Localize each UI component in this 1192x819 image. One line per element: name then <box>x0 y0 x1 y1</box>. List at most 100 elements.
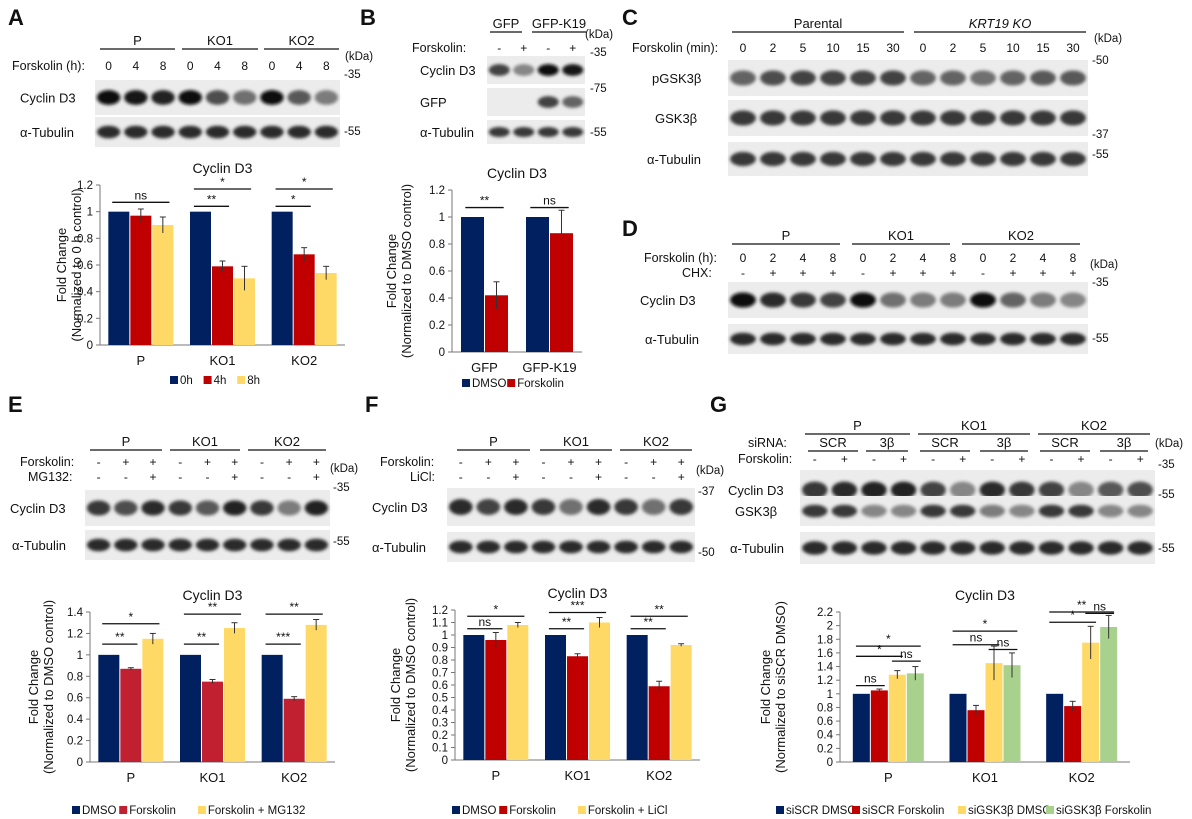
lane-label: 8 <box>160 59 167 73</box>
blot-alpha-tubulin: α-Tubulin <box>645 324 1088 354</box>
lane-label: - <box>741 266 745 280</box>
y-tick-label: 1 <box>87 207 93 219</box>
lane-label: 2 <box>770 251 777 265</box>
lane-label: - <box>1109 452 1113 466</box>
blot-band <box>970 151 996 167</box>
legend-label: 8h <box>247 375 260 387</box>
blot-band <box>531 499 556 515</box>
blot-band <box>96 125 121 139</box>
bar <box>507 625 529 760</box>
lane-label: + <box>1069 266 1076 280</box>
blot-band <box>1068 541 1094 555</box>
blot-band <box>1068 504 1094 518</box>
y-tick-label: 1 <box>827 689 833 701</box>
bar <box>670 645 692 760</box>
blot-band <box>1030 151 1056 167</box>
marker-kda: -75 <box>590 83 607 95</box>
blot-cyclin-d3: Cyclin D3 <box>10 490 330 526</box>
marker-kda: -55 <box>1092 149 1109 161</box>
y-tick-label: 1.2 <box>817 675 833 687</box>
x-tick-label: P <box>491 768 500 783</box>
blot-label: GSK3β <box>735 504 777 519</box>
lane-label: + <box>204 455 211 469</box>
blot-band <box>513 126 535 138</box>
y-tick-label: 1.2 <box>432 605 448 617</box>
y-tick-label: 1 <box>442 630 448 642</box>
bar <box>212 266 233 345</box>
lane-label: + <box>650 455 657 469</box>
blot-band <box>151 90 175 105</box>
blot-alpha-tubulin: α-Tubulin <box>730 532 1155 564</box>
blot-band <box>949 481 976 499</box>
blot-band <box>760 151 786 167</box>
bar <box>202 681 223 762</box>
blot-label: pGSK3β <box>652 71 701 86</box>
legend-label: 4h <box>214 375 227 387</box>
lane-label: + <box>231 455 238 469</box>
bar <box>461 217 484 352</box>
significance-label: ** <box>289 600 299 614</box>
blot-band <box>910 292 936 308</box>
y-tick-label: 0.5 <box>432 693 448 705</box>
lane-label: 5 <box>980 41 987 55</box>
legend-swatch <box>507 379 516 387</box>
panel-letter: D <box>622 216 638 241</box>
blot-band <box>537 96 559 108</box>
kda-label: (kDa) <box>1094 33 1122 45</box>
significance-label: * <box>302 175 307 189</box>
blot-band <box>1038 504 1065 518</box>
blot-label: Cyclin D3 <box>640 293 696 308</box>
lane-label: - <box>813 452 817 466</box>
blot-label: GSK3β <box>655 111 697 126</box>
significance-label: ** <box>480 194 490 208</box>
legend-label: siGSK3β DMSO <box>968 805 1051 817</box>
y-tick-label: 0 <box>827 757 833 769</box>
x-tick-label: KO1 <box>209 353 235 368</box>
blot-band <box>910 110 936 126</box>
y-tick-label: 0.6 <box>817 716 833 728</box>
bar <box>1046 693 1064 762</box>
x-tick-label: KO2 <box>646 768 672 783</box>
lane-label: + <box>520 41 527 55</box>
blot-band <box>168 500 192 516</box>
blot-band <box>562 64 584 76</box>
lane-label: 10 <box>826 41 840 55</box>
marker-kda: -35 <box>344 69 361 81</box>
blot-band <box>1060 110 1086 126</box>
blot-gsk3b: GSK3β <box>655 100 1088 136</box>
blot-band <box>476 499 501 515</box>
bar <box>190 211 211 345</box>
blot-band <box>979 504 1006 518</box>
y-axis-label: Fold Change <box>54 228 69 302</box>
significance-label: *** <box>276 630 290 644</box>
bar <box>949 693 967 762</box>
lane-label: + <box>313 470 320 484</box>
blot-alpha-tubulin: α-Tubulin <box>20 117 340 147</box>
blot-band <box>586 499 611 515</box>
blot-band <box>940 70 966 86</box>
marker-kda: -50 <box>698 547 715 559</box>
blot-band <box>910 151 936 167</box>
x-tick-label: GFP-K19 <box>522 360 576 375</box>
group-label: KO2 <box>643 434 669 449</box>
chart-title: Cyclin D3 <box>183 587 243 603</box>
legend-label: Forskolin <box>517 378 564 390</box>
lane-label: + <box>1009 266 1016 280</box>
y-tick-label: 0 <box>77 757 83 769</box>
blot-membrane <box>800 496 1155 526</box>
significance-label: ns <box>970 631 983 645</box>
bar <box>589 622 610 760</box>
bar <box>852 693 870 762</box>
bar <box>1100 627 1118 762</box>
lane-label: + <box>959 452 966 466</box>
blot-band <box>831 504 858 518</box>
x-tick-label: P <box>126 770 135 785</box>
blot-band <box>513 64 535 76</box>
significance-label: * <box>886 632 891 646</box>
chart-B: Cyclin D3 0 0.2 0.4 0.6 0.8 1 1.2 Fold Change (No… <box>384 165 582 390</box>
blot-band <box>223 538 247 552</box>
blot-band <box>178 125 202 139</box>
blot-membrane <box>728 324 1088 354</box>
lane-label: 4 <box>800 251 807 265</box>
lane-label: + <box>231 470 238 484</box>
